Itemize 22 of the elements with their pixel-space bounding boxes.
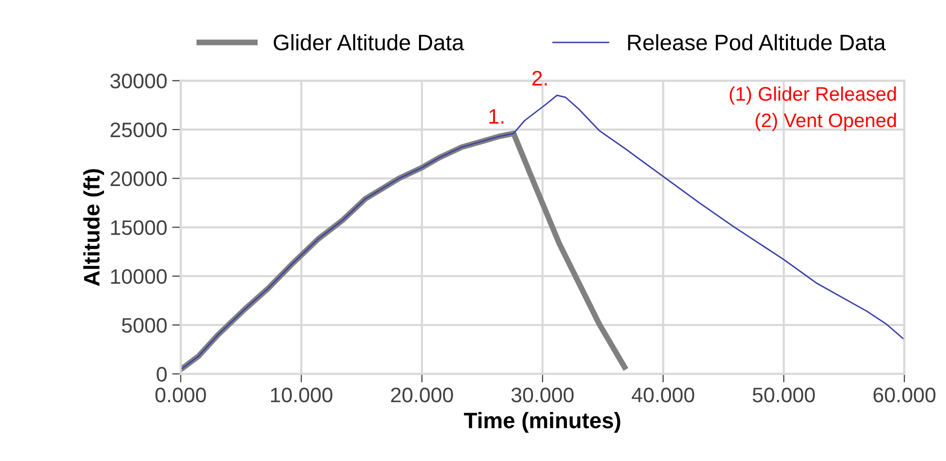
y-tick-label: 5000 — [122, 318, 167, 333]
y-tick-label: 30000 — [110, 74, 167, 88]
y-tick-label: 10000 — [111, 269, 167, 284]
y-tick-label: 25000 — [110, 122, 167, 138]
y-axis-title: Altitude (ft) — [83, 169, 104, 286]
x-tick-label: 60.000 — [874, 388, 936, 402]
y-tick-label: 15000 — [111, 220, 167, 236]
annotation: 2. — [532, 70, 547, 86]
x-axis-title: Time (minutes) — [464, 412, 620, 433]
x-tick-label: 0.000 — [155, 388, 206, 402]
x-tick-label: 30.000 — [511, 388, 574, 402]
y-tick-label: 20000 — [110, 171, 167, 186]
x-tick-label: 10.000 — [271, 388, 332, 402]
annotation: (2) Vent Opened — [756, 112, 896, 132]
legend-label: Release Pod Altitude Data — [628, 34, 886, 50]
annotation: 1. — [489, 109, 504, 124]
x-tick-label: 20.000 — [391, 388, 453, 402]
annotation: (1) Glider Released — [730, 86, 896, 105]
y-tick-label: 0 — [156, 366, 167, 382]
x-tick-label: 50.000 — [752, 388, 815, 402]
legend-label: Glider Altitude Data — [274, 34, 464, 50]
x-tick-label: 40.000 — [632, 388, 694, 402]
